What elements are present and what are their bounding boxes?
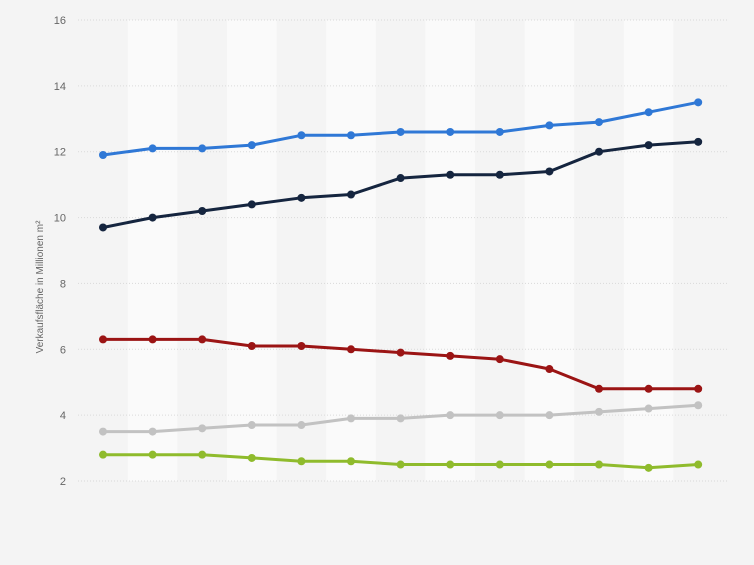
- data-point: [446, 411, 455, 420]
- background-bands: [127, 20, 674, 481]
- data-point: [545, 460, 554, 469]
- data-point: [644, 384, 653, 393]
- data-point: [694, 460, 703, 469]
- y-tick-label: 16: [54, 15, 66, 27]
- data-point: [694, 401, 703, 410]
- data-point: [495, 411, 504, 420]
- data-point: [495, 355, 504, 364]
- data-point: [694, 98, 703, 107]
- data-point: [694, 137, 703, 146]
- data-point: [148, 427, 157, 436]
- data-point: [198, 424, 207, 433]
- data-point: [595, 147, 603, 156]
- data-point: [198, 206, 207, 215]
- data-point: [396, 348, 405, 357]
- data-point: [297, 421, 306, 430]
- data-point: [396, 174, 405, 183]
- grid-lines: [78, 19, 727, 482]
- y-axis-title: Verkaufsfläche in Millionen m²: [35, 220, 46, 354]
- y-tick-label: 4: [60, 410, 66, 422]
- data-point: [644, 463, 653, 472]
- series-line-2: [101, 140, 700, 229]
- y-tick-label: 2: [60, 476, 66, 488]
- background-band: [326, 20, 376, 481]
- series-line-3: [101, 337, 700, 391]
- data-point: [247, 200, 256, 209]
- data-point: [347, 414, 355, 423]
- data-point: [99, 223, 107, 232]
- y-tick-label: 8: [60, 278, 66, 290]
- data-point: [347, 190, 355, 199]
- data-point: [99, 427, 107, 436]
- data-point: [148, 144, 157, 153]
- data-point: [99, 450, 107, 459]
- data-point: [545, 121, 554, 130]
- y-tick-label: 14: [54, 81, 66, 93]
- data-point: [99, 151, 107, 160]
- data-point: [247, 453, 256, 462]
- background-band: [425, 20, 475, 481]
- data-point: [247, 141, 256, 150]
- data-point: [595, 118, 603, 127]
- data-point: [396, 460, 405, 469]
- data-point: [297, 131, 306, 140]
- y-axis-ticks: 2 4 6 8 10 12 14 16: [54, 15, 66, 488]
- data-point: [495, 127, 504, 136]
- data-point: [347, 131, 355, 140]
- data-point: [297, 457, 306, 466]
- data-point: [446, 170, 455, 179]
- data-point: [148, 213, 157, 222]
- data-point: [694, 384, 703, 393]
- y-tick-label: 6: [60, 344, 66, 356]
- data-point: [99, 335, 107, 344]
- data-point: [644, 141, 653, 150]
- data-point: [247, 421, 256, 430]
- series-lines: [101, 100, 700, 470]
- data-point: [595, 460, 603, 469]
- data-point: [595, 384, 603, 393]
- data-point: [545, 411, 554, 420]
- data-point: [347, 457, 355, 466]
- data-point: [148, 450, 157, 459]
- data-point: [446, 351, 455, 360]
- data-point: [396, 414, 405, 423]
- data-point: [198, 144, 207, 153]
- data-point: [247, 341, 256, 350]
- data-point: [595, 407, 603, 416]
- data-point: [446, 460, 455, 469]
- data-point: [148, 335, 157, 344]
- background-band: [623, 20, 674, 481]
- data-point: [396, 127, 405, 136]
- data-point: [644, 108, 653, 117]
- data-point: [297, 341, 306, 350]
- background-band: [127, 20, 178, 481]
- background-band: [227, 20, 277, 481]
- data-point: [446, 127, 455, 136]
- data-point: [198, 335, 207, 344]
- y-tick-label: 12: [54, 147, 66, 159]
- y-tick-label: 10: [54, 213, 66, 225]
- data-point: [644, 404, 653, 413]
- data-point: [198, 450, 207, 459]
- data-point: [545, 167, 554, 176]
- data-point: [495, 170, 504, 179]
- series-points: [99, 98, 703, 472]
- background-band: [524, 20, 575, 481]
- data-point: [545, 365, 554, 374]
- data-point: [297, 193, 306, 202]
- data-point: [495, 460, 504, 469]
- data-point: [347, 345, 355, 354]
